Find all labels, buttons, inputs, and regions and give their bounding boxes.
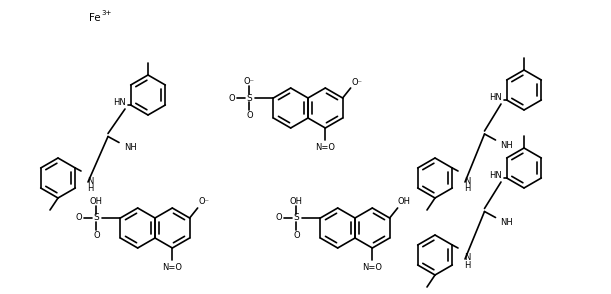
Text: HN: HN (112, 98, 125, 106)
Text: O⁻: O⁻ (198, 198, 209, 206)
Text: N=O: N=O (163, 263, 182, 271)
Text: O: O (293, 230, 299, 240)
Text: OH: OH (90, 196, 103, 206)
Text: S: S (293, 213, 299, 223)
Text: Fe: Fe (89, 13, 101, 23)
Text: N: N (464, 253, 470, 263)
Text: O⁻: O⁻ (351, 78, 362, 86)
Text: H: H (464, 260, 470, 270)
Text: OH: OH (290, 196, 303, 206)
Text: H: H (87, 183, 93, 193)
Text: O: O (275, 213, 282, 223)
Text: HN: HN (489, 171, 502, 180)
Text: H: H (464, 183, 470, 193)
Text: N=O: N=O (315, 143, 335, 151)
Text: O⁻: O⁻ (244, 76, 255, 86)
Text: OH: OH (397, 198, 410, 206)
Text: O: O (246, 111, 253, 119)
Text: S: S (246, 93, 252, 103)
Text: O: O (228, 93, 235, 103)
Text: N: N (464, 176, 470, 186)
Text: NH: NH (123, 143, 136, 152)
Text: S: S (93, 213, 99, 223)
Text: N: N (87, 176, 93, 186)
Text: HN: HN (489, 93, 502, 101)
Text: O: O (75, 213, 82, 223)
Text: N=O: N=O (362, 263, 382, 271)
Text: O: O (93, 230, 100, 240)
Text: NH: NH (500, 218, 513, 227)
Text: NH: NH (500, 141, 513, 150)
Text: 3+: 3+ (102, 10, 112, 16)
